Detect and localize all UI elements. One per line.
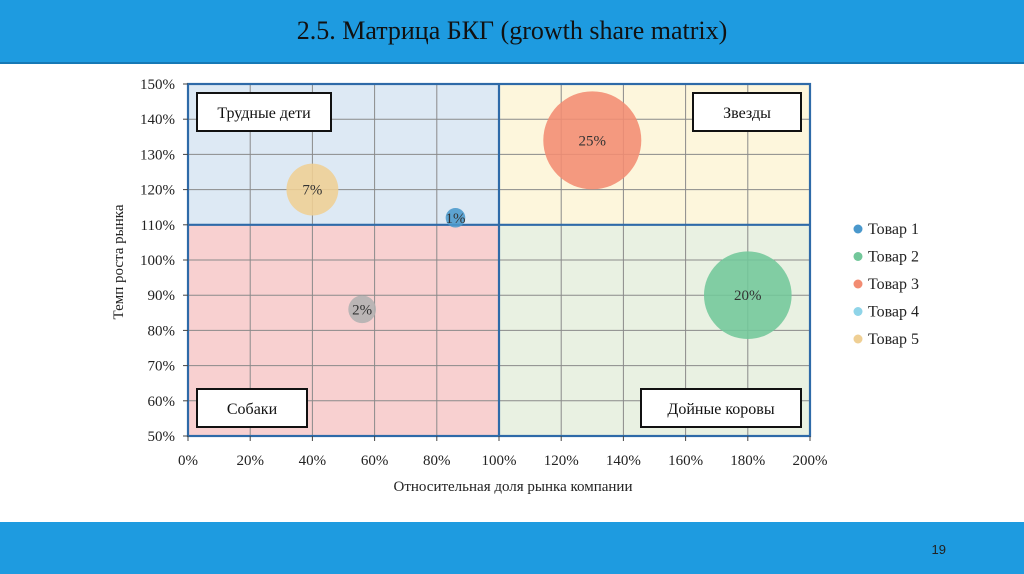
x-tick-label: 20% xyxy=(236,453,264,469)
quadrant-label-1: Звезды xyxy=(723,105,771,122)
x-tick-label: 60% xyxy=(361,453,389,469)
page-number: 19 xyxy=(931,542,946,557)
y-tick-label: 60% xyxy=(148,394,176,410)
legend-marker-4 xyxy=(853,307,863,316)
footer-bar: 19 xyxy=(0,522,1024,574)
quadrant-label-box-1 xyxy=(692,92,802,132)
x-tick-label: 80% xyxy=(423,453,451,469)
quadrant-label-0: Трудные дети xyxy=(217,105,311,122)
legend-marker-2 xyxy=(853,252,863,261)
legend-label-1: Товар 1 xyxy=(868,221,919,238)
x-tick-label: 180% xyxy=(730,453,765,469)
bubble-4 xyxy=(348,295,377,324)
y-tick-label: 50% xyxy=(148,429,176,445)
y-tick-label: 90% xyxy=(148,288,176,304)
x-tick-label: 100% xyxy=(482,453,517,469)
x-tick-label: 140% xyxy=(606,453,641,469)
bubble-label-3: 25% xyxy=(579,133,607,149)
y-tick-label: 140% xyxy=(140,112,175,128)
x-tick-label: 120% xyxy=(544,453,579,469)
legend-marker-3 xyxy=(853,279,863,289)
slide-title: 2.5. Матрица БКГ (growth share matrix) xyxy=(296,16,728,45)
quadrant-label-3: Дойные коровы xyxy=(667,401,774,418)
x-tick-label: 200% xyxy=(793,453,828,469)
y-tick-label: 130% xyxy=(140,147,175,163)
x-axis-label: Относительная доля рынка компании xyxy=(394,479,633,495)
quadrant-label-2: Собаки xyxy=(227,401,278,418)
bcg-bubble-chart: 0% 20% 40% 60% 80% 100% 120% 140% 160% 180% 200% 50… xyxy=(111,77,919,495)
bubble-label-4: 2% xyxy=(352,302,372,318)
x-tick-label: 0% xyxy=(178,453,198,469)
title-bar: 2.5. Матрица БКГ (growth share matrix) xyxy=(0,0,1024,64)
legend-label-4: Товар 4 xyxy=(868,304,919,321)
legend-label-5: Товар 5 xyxy=(868,331,919,348)
bubble-2 xyxy=(703,251,792,340)
y-axis-label: Темп роста рынка xyxy=(111,204,127,319)
y-tick-label: 120% xyxy=(140,183,175,199)
bubble-5 xyxy=(286,163,339,216)
bubble-label-2: 20% xyxy=(734,288,762,304)
legend-label-2: Товар 2 xyxy=(868,249,919,266)
legend-marker-1 xyxy=(853,224,863,234)
quadrant-label-box-0 xyxy=(196,92,332,132)
y-tick-label: 80% xyxy=(148,323,176,339)
y-tick-label: 110% xyxy=(141,218,175,234)
quadrant-label-box-2 xyxy=(196,388,308,428)
bubble-label-1: 1% xyxy=(445,211,465,227)
x-tick-label: 40% xyxy=(299,453,327,469)
quadrant-label-box-3 xyxy=(640,388,802,428)
legend-label-3: Товар 3 xyxy=(868,276,919,293)
bubble-3 xyxy=(543,91,642,190)
bcg-chart: 0% 20% 40% 60% 80% 100% 120% 140% 160% 180% 200% 50… xyxy=(0,62,1024,522)
y-tick-label: 150% xyxy=(140,77,175,93)
y-tick-label: 100% xyxy=(140,253,175,269)
bubble-1 xyxy=(445,207,466,228)
legend-marker-5 xyxy=(853,334,863,344)
x-tick-label: 160% xyxy=(668,453,703,469)
y-tick-label: 70% xyxy=(148,359,176,375)
bubble-label-5: 7% xyxy=(302,183,322,199)
